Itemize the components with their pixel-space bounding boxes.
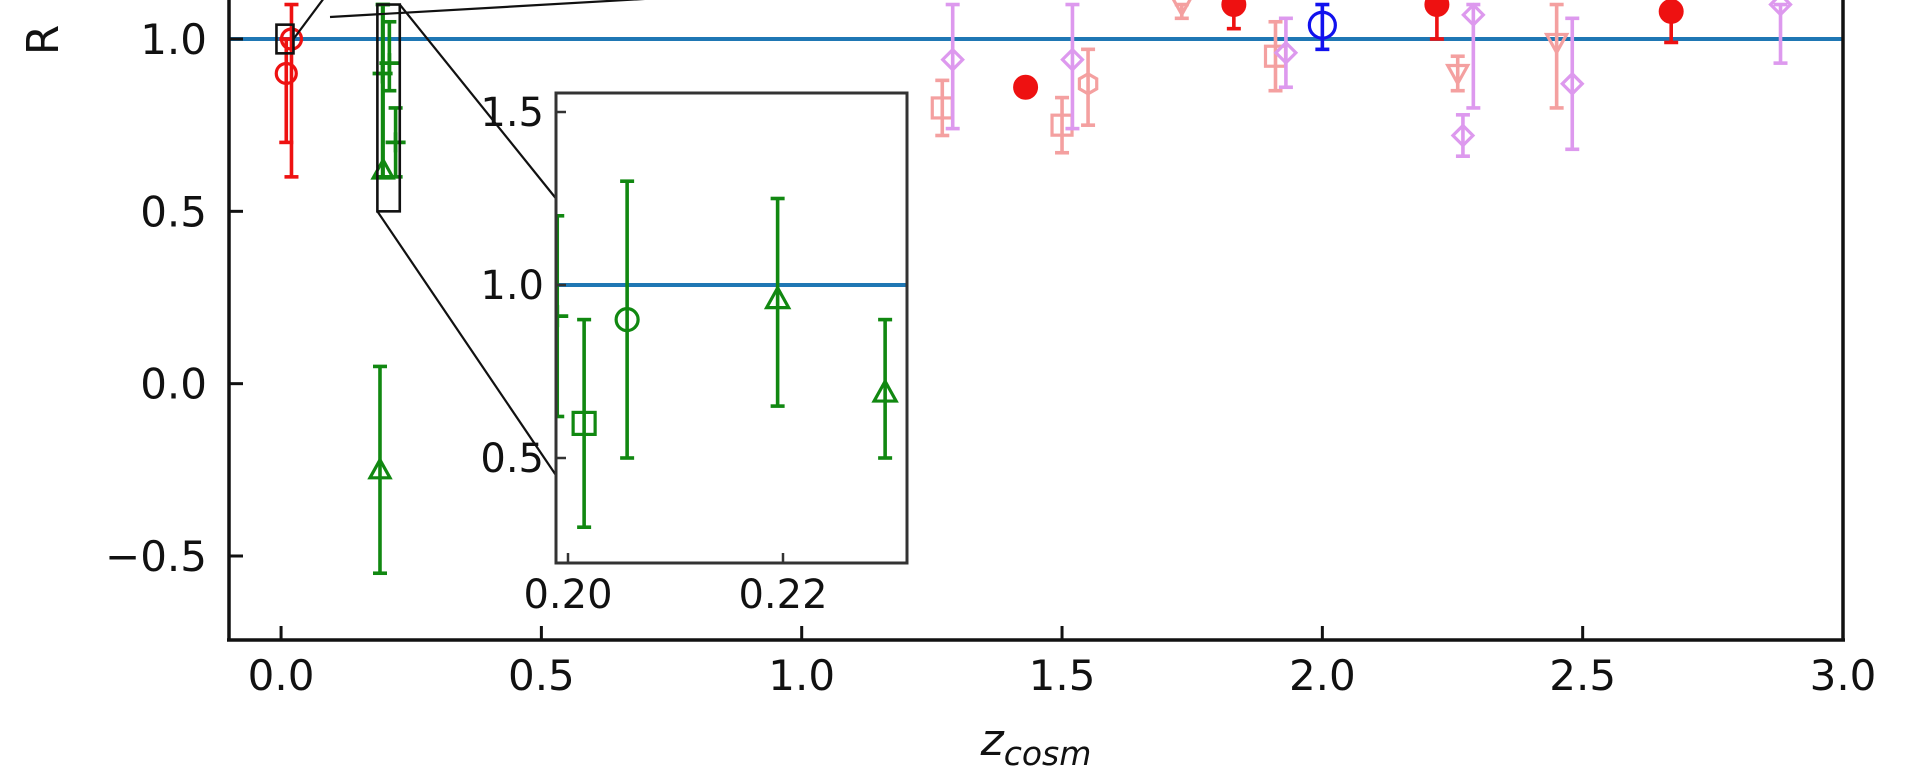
main-point: [1450, 113, 1476, 158]
inset-marker: [614, 307, 640, 333]
inset-y-tick-label: 1.0: [480, 263, 544, 309]
inset-point: [763, 196, 792, 408]
main-marker: [1171, 0, 1192, 18]
main-point: [1560, 16, 1585, 152]
inset-point: [571, 317, 597, 530]
x-axis-label-main: z: [980, 715, 1005, 766]
axis-labels: R zcosm: [18, 25, 1091, 773]
main-marker: [1077, 71, 1099, 96]
inset-point: [614, 179, 640, 460]
main-axes: −0.5 0.0 0.5 1.0 0.0 0.5 1.0 1.5 2.0 2.5 3.0: [105, 0, 1876, 700]
main-point: [1543, 2, 1570, 110]
inset-marker: [871, 377, 899, 403]
main-marker: [379, 53, 400, 74]
main-point: [1461, 2, 1486, 110]
y-axis-label: R: [18, 25, 69, 56]
main-marker: [1445, 63, 1471, 87]
main-marker: [1013, 74, 1039, 100]
main-point: [1171, 0, 1192, 21]
inset-y-tick-label: 1.5: [480, 90, 544, 136]
main-marker: [274, 61, 298, 86]
x-tick-label: 1.5: [1029, 651, 1096, 700]
connector-line: [376, 210, 557, 476]
main-marker: [1221, 0, 1247, 18]
zoom-connectors: [292, 0, 646, 476]
main-marker: [1658, 0, 1684, 24]
connector-line: [292, 0, 324, 40]
inset-y-tick-label: 0.5: [480, 436, 544, 482]
main-point: [1424, 0, 1450, 41]
main-marker: [1450, 123, 1476, 148]
connector-line: [398, 3, 557, 200]
main-marker: [385, 132, 406, 153]
main-point: [385, 106, 406, 179]
inset-frame: [554, 91, 909, 565]
main-point: [367, 364, 393, 576]
inset-x-tick-label: 0.20: [523, 572, 612, 618]
main-point: [1060, 2, 1085, 131]
main-marker: [940, 47, 965, 72]
inset-background: [556, 93, 907, 563]
main-marker: [1560, 71, 1585, 97]
main-point: [1263, 19, 1288, 93]
y-tick-label: 0.5: [140, 187, 207, 236]
x-tick-label: 0.0: [248, 651, 315, 700]
x-tick-label: 1.0: [768, 651, 835, 700]
main-point: [379, 19, 400, 93]
x-axis-label: zcosm: [980, 715, 1092, 773]
main-point: [940, 2, 965, 131]
y-tick-label: −0.5: [105, 532, 207, 581]
main-point: [1273, 16, 1299, 90]
main-marker: [1461, 2, 1486, 28]
main-point: [1658, 0, 1684, 45]
zoom-box: [376, 3, 402, 213]
x-tick-label: 0.5: [508, 651, 575, 700]
y-tick-label: 0.0: [140, 360, 207, 409]
inset-marker: [763, 284, 792, 310]
main-marker: [1273, 40, 1299, 66]
main-point: [1221, 0, 1247, 31]
main-marker: [1768, 0, 1793, 17]
x-tick-label: 2.5: [1549, 651, 1616, 700]
main-marker: [1060, 47, 1085, 72]
main-point: [1013, 74, 1039, 100]
main-point: [1768, 0, 1793, 65]
main-point: [274, 37, 298, 145]
x-tick-label: 3.0: [1810, 651, 1877, 700]
inset-marker: [571, 410, 597, 436]
inset-plot: 0.5 1.0 1.5 0.20 0.22: [480, 90, 909, 618]
main-point: [1050, 95, 1074, 155]
main-marker: [1307, 10, 1337, 40]
main-point: [1445, 54, 1471, 93]
x-tick-label: 2.0: [1289, 651, 1356, 700]
x-axis-label-subscript: cosm: [1004, 734, 1092, 773]
main-plot-area: [274, 0, 1793, 576]
main-marker: [1543, 32, 1570, 56]
y-tick-label: 1.0: [140, 15, 207, 64]
connector-line: [329, 0, 646, 19]
main-point: [1307, 2, 1337, 52]
inset-point: [871, 317, 899, 460]
main-marker: [1424, 0, 1450, 18]
inset-x-tick-label: 0.22: [738, 572, 827, 618]
main-marker: [367, 456, 393, 480]
main-point: [1077, 47, 1099, 127]
